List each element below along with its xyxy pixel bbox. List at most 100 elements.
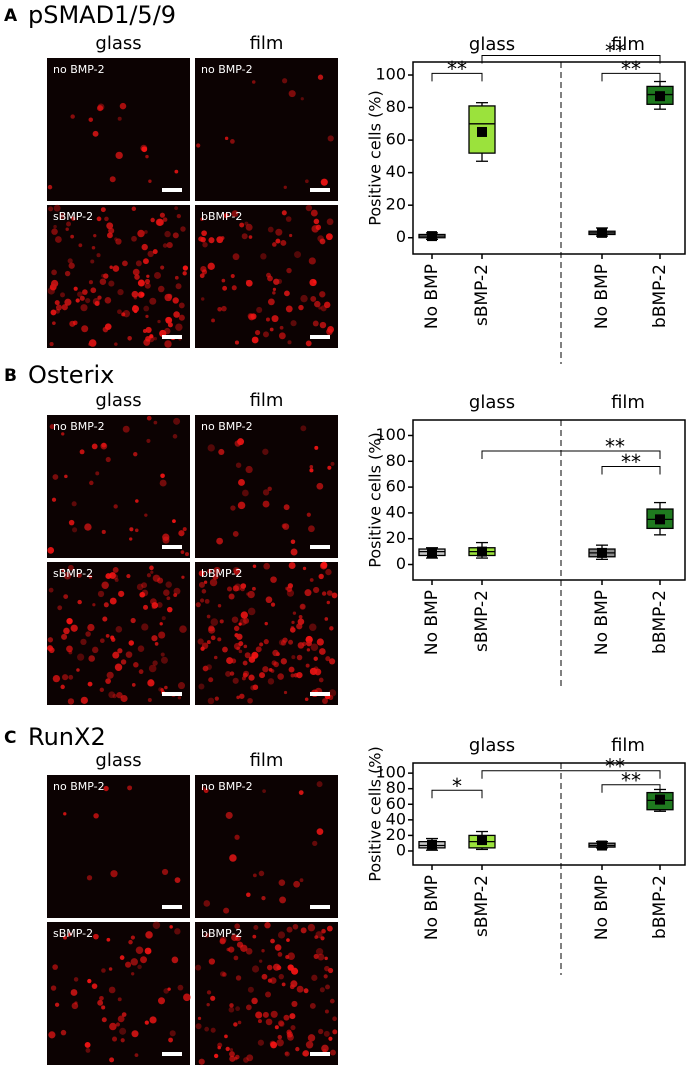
cell-nucleus [195, 602, 201, 608]
cell-nucleus [195, 1023, 202, 1030]
cell-nucleus [71, 216, 76, 221]
cell-nucleus [255, 646, 262, 653]
significance-label: ** [621, 768, 641, 792]
cell-nucleus [267, 275, 273, 282]
cell-nucleus [93, 933, 99, 940]
cell-nucleus [173, 417, 181, 425]
cell-nucleus [59, 213, 65, 219]
significance-label: ** [605, 434, 625, 458]
cell-nucleus [290, 548, 298, 556]
cell-nucleus [146, 274, 150, 278]
cell-nucleus [146, 415, 152, 421]
cell-nucleus [63, 594, 69, 600]
cell-nucleus [313, 218, 320, 225]
cell-nucleus [110, 635, 115, 640]
cell-nucleus [48, 647, 55, 654]
cell-nucleus [235, 462, 242, 468]
cell-nucleus [153, 420, 158, 425]
cell-nucleus [272, 287, 277, 292]
cell-nucleus [182, 271, 187, 276]
cell-nucleus [264, 621, 268, 626]
cell-nucleus [265, 317, 270, 322]
cell-nucleus [315, 224, 322, 231]
cell-nucleus [73, 286, 78, 291]
cell-nucleus [300, 97, 304, 101]
cell-nucleus [317, 953, 325, 961]
cell-nucleus [296, 623, 303, 630]
cell-nucleus [228, 946, 235, 953]
group-label: glass [469, 735, 515, 756]
cell-nucleus [159, 479, 167, 487]
cell-nucleus [121, 1012, 127, 1017]
micrograph [47, 562, 190, 705]
cell-nucleus [201, 642, 209, 650]
cell-nucleus [244, 652, 251, 659]
cell-nucleus [70, 234, 74, 239]
cell-nucleus [221, 278, 226, 283]
cell-nucleus [329, 626, 334, 631]
cell-nucleus [232, 253, 240, 261]
cell-nucleus [204, 932, 210, 938]
cell-nucleus [149, 565, 154, 571]
mean-marker [597, 547, 607, 558]
cell-nucleus [177, 696, 182, 700]
cell-nucleus [68, 674, 74, 680]
cell-nucleus [130, 617, 136, 624]
cell-nucleus [251, 997, 258, 1005]
panel-label: C [4, 728, 16, 748]
cell-nucleus [115, 626, 123, 633]
cell-nucleus [322, 698, 328, 705]
cell-nucleus [148, 679, 154, 684]
cell-nucleus [117, 997, 122, 1002]
y-tick-label: 100 [375, 763, 406, 782]
cell-nucleus [200, 297, 205, 301]
cell-nucleus [100, 207, 106, 213]
cell-nucleus [296, 654, 303, 661]
cell-nucleus [146, 573, 151, 578]
cell-nucleus [89, 480, 94, 486]
cell-nucleus [112, 651, 120, 659]
cell-nucleus [52, 474, 59, 480]
significance-label: ** [621, 450, 641, 474]
cell-nucleus [253, 924, 259, 930]
y-tick-label: 60 [386, 130, 406, 149]
cell-nucleus [201, 230, 207, 237]
y-axis-title: Positive cells (%) [366, 432, 385, 567]
cell-nucleus [159, 212, 165, 218]
cell-nucleus [261, 973, 268, 980]
cell-nucleus [230, 273, 235, 279]
cell-nucleus [306, 640, 312, 647]
cell-nucleus [91, 443, 98, 450]
cell-nucleus [234, 583, 242, 591]
cell-nucleus [105, 633, 110, 638]
cell-nucleus [331, 592, 338, 599]
image-label: no BMP-2 [201, 420, 253, 433]
cell-nucleus [92, 130, 99, 137]
scale-bar [162, 335, 182, 339]
cell-nucleus [295, 1046, 300, 1052]
cell-nucleus [288, 562, 296, 569]
cell-nucleus [319, 238, 326, 245]
cell-nucleus [230, 505, 236, 511]
cell-nucleus [241, 676, 246, 681]
cell-nucleus [257, 1019, 262, 1024]
cell-nucleus [115, 1022, 121, 1027]
cell-nucleus [195, 964, 202, 971]
cell-nucleus [135, 499, 139, 503]
cell-nucleus [92, 603, 96, 607]
group-label: glass [469, 34, 515, 55]
panel-label: A [4, 6, 18, 26]
cell-nucleus [325, 984, 330, 990]
cell-nucleus [177, 682, 186, 690]
cell-nucleus [164, 293, 172, 302]
cell-nucleus [290, 980, 298, 988]
cell-nucleus [273, 661, 279, 668]
cell-nucleus [310, 643, 319, 652]
cell-nucleus [247, 607, 256, 616]
cell-nucleus [223, 907, 230, 914]
cell-nucleus [53, 224, 57, 229]
scale-bar [310, 905, 330, 909]
cell-nucleus [279, 896, 287, 904]
plot-frame [412, 419, 686, 581]
cell-nucleus [233, 625, 240, 632]
